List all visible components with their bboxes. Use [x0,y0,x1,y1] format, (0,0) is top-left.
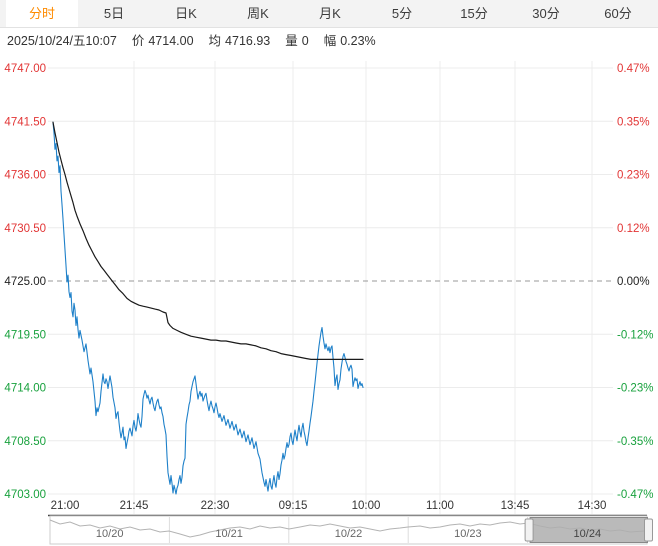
y-axis-right-label: -0.47% [617,489,653,501]
y-axis-left-label: 4703.00 [4,489,46,501]
quote-change: 幅 0.23% [324,29,376,54]
volume-label: 量 [285,34,298,48]
price-label: 价 [131,34,145,48]
change-value: 0.23% [340,34,376,48]
quote-datetime: 2025/10/24/五10:07 [7,34,117,48]
navigator-day-label[interactable]: 10/21 [215,528,243,540]
avg-line [52,121,364,360]
y-axis-right-label: 0.23% [617,170,650,182]
tab-60min[interactable]: 60分 [604,6,632,21]
navigator-day-label[interactable]: 10/20 [96,528,124,540]
navigator-right-handle[interactable] [644,518,653,542]
y-axis-left-label: 4736.00 [4,170,46,182]
y-axis-right-label: -0.23% [617,383,653,395]
y-axis-right-label: 0.35% [617,116,650,128]
x-axis-label: 14:30 [578,500,607,512]
tab-daily-k[interactable]: 日K [175,6,197,21]
x-axis-label: 11:00 [426,500,454,512]
tab-15min[interactable]: 15分 [460,6,488,21]
avg-label: 均 [208,34,222,48]
y-axis-right-label: -0.35% [617,436,653,448]
y-axis-left-label: 4725.00 [4,276,46,288]
tab-5day[interactable]: 5日 [103,6,125,21]
navigator-day-label[interactable]: 10/24 [574,528,602,540]
x-axis-label: 21:45 [120,500,149,512]
change-label: 幅 [323,34,337,48]
x-axis-label: 13:45 [501,500,530,512]
y-axis-right-label: 0.47% [617,63,650,75]
tab-30min[interactable]: 30分 [532,6,560,21]
y-axis-left-label: 4708.50 [4,436,46,448]
period-tabbar: 分时 5日 日K 周K 月K 5分 15分 30分 60分 [0,0,658,28]
y-axis-left-label: 4741.50 [4,116,46,128]
tab-5min[interactable]: 5分 [391,6,413,21]
y-axis-left-label: 4730.50 [4,223,46,235]
x-axis-label: 22:30 [201,500,230,512]
y-axis-right-label: 0.12% [617,223,650,235]
tab-minute[interactable]: 分时 [6,0,78,27]
y-axis-right-label: -0.12% [617,329,653,341]
price-line [52,121,364,495]
x-axis-label: 21:00 [51,500,80,512]
x-axis-label: 09:15 [279,500,308,512]
navigator-day-label[interactable]: 10/22 [335,528,363,540]
price-value: 4714.00 [148,34,194,48]
volume-value: 0 [301,34,309,48]
tab-monthly-k[interactable]: 月K [319,6,341,21]
y-axis-left-label: 4714.00 [4,383,46,395]
quote-price: 价 4714.00 [132,29,194,54]
avg-value: 4716.93 [225,34,271,48]
navigator-day-label[interactable]: 10/23 [454,528,482,540]
x-axis-label: 10:00 [352,500,381,512]
quote-average: 均 4716.93 [209,29,271,54]
y-axis-left-label: 4747.00 [4,63,46,75]
y-axis-left-label: 4719.50 [4,329,46,341]
tab-weekly-k[interactable]: 周K [247,6,269,21]
navigator-left-handle[interactable] [524,518,534,542]
y-axis-right-label: 0.00% [617,276,650,288]
